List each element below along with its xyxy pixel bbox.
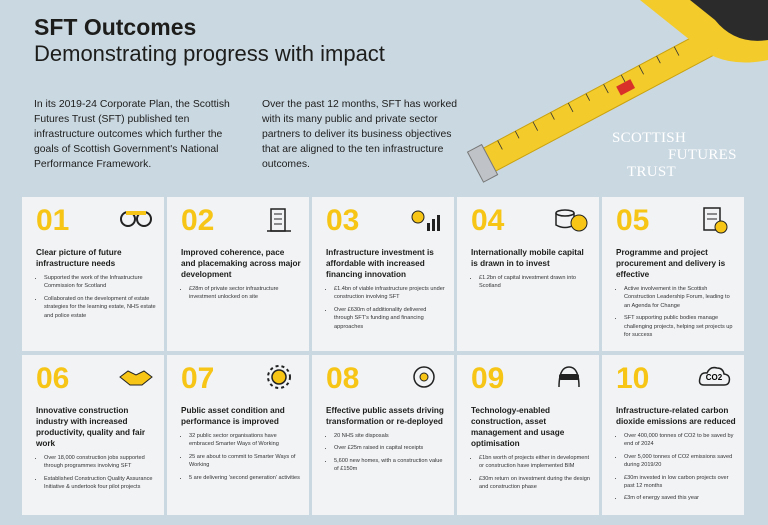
bullet-list: Supported the work of the Infrastructure… bbox=[36, 274, 156, 320]
bullet-list: Over 400,000 tonnes of CO2 to be saved b… bbox=[616, 432, 736, 503]
outcome-title: Programme and project procurement and de… bbox=[616, 248, 726, 279]
outcome-title: Innovative construction industry with in… bbox=[36, 406, 146, 448]
bullet: Over £25m raised in capital receipts bbox=[334, 444, 446, 452]
bullet-list: £28m of private sector infrastructure in… bbox=[181, 285, 301, 302]
outcome-icon bbox=[558, 366, 580, 388]
outcome-number: 10 bbox=[616, 362, 650, 395]
bullet: Over 400,000 tonnes of CO2 to be saved b… bbox=[624, 432, 736, 449]
intro-left: In its 2019-24 Corporate Plan, the Scott… bbox=[34, 99, 230, 170]
bullet-list: £1.2bn of capital investment drawn into … bbox=[471, 274, 591, 291]
outcome-title: Effective public assets driving transfor… bbox=[326, 406, 444, 426]
bullet: 32 public sector organisations have embr… bbox=[189, 432, 301, 449]
outcome-icon bbox=[703, 207, 728, 234]
bullet: 25 are about to commit to Smarter Ways o… bbox=[189, 453, 301, 470]
outcome-card: 06 Innovative construction industry with … bbox=[22, 355, 164, 515]
outcome-card: 02 Improved coherence, pace and placemaki… bbox=[167, 197, 309, 351]
outcome-card: 10 CO2 Infrastructure-related carbon dioxi… bbox=[602, 355, 744, 515]
bullet: Active involvement in the Scottish Const… bbox=[624, 285, 736, 310]
bullet-list: 20 NHS site disposals Over £25m raised in… bbox=[326, 432, 446, 474]
bullet: 5,600 new homes, with a construction val… bbox=[334, 457, 446, 474]
subtitle: Demonstrating progress with impact bbox=[34, 41, 385, 66]
bullet: £30m invested in low carbon projects ove… bbox=[624, 474, 736, 491]
outcome-icon bbox=[267, 208, 291, 232]
bullet: Supported the work of the Infrastructure… bbox=[44, 274, 156, 291]
bullet: 20 NHS site disposals bbox=[334, 432, 446, 440]
bullet: Over 18,000 construction jobs supported … bbox=[44, 454, 156, 471]
outcome-icon bbox=[267, 365, 291, 389]
bullet: 5 are delivering 'second generation' act… bbox=[189, 474, 301, 482]
outcome-card: 01 Clear picture of future infrastructure… bbox=[22, 197, 164, 351]
bullet: SFT supporting public bodies manage chal… bbox=[624, 314, 736, 339]
bullet: Collaborated on the development of estat… bbox=[44, 295, 156, 320]
outcome-title: Infrastructure investment is affordable … bbox=[326, 248, 434, 279]
outcome-number: 02 bbox=[181, 204, 215, 237]
bullet: Over £630m of additionality delivered th… bbox=[334, 306, 446, 331]
outcome-card: 09 Technology-enabled construction, asset… bbox=[457, 355, 599, 515]
bullet-list: £1.4bn of viable infrastructure projects… bbox=[326, 285, 446, 331]
bullet-list: £1bn worth of projects either in develop… bbox=[471, 454, 591, 492]
outcome-title: Improved coherence, pace and placemaking… bbox=[181, 248, 301, 279]
intro-right: Over the past 12 months, SFT has worked … bbox=[262, 99, 458, 170]
outcome-icon bbox=[120, 211, 152, 227]
bullet: £3m of energy saved this year bbox=[624, 494, 736, 502]
logo-line: FUTURES bbox=[668, 147, 737, 163]
outcome-title: Public asset condition and performance i… bbox=[181, 406, 285, 426]
outcome-number: 06 bbox=[36, 362, 70, 395]
bullet: £1.2bn of capital investment drawn into … bbox=[479, 274, 591, 291]
bullet: £30m return on investment during the des… bbox=[479, 475, 591, 492]
outcome-card: 04 Internationally mobile capital is draw… bbox=[457, 197, 599, 351]
outcome-number: 08 bbox=[326, 362, 360, 395]
bullet-list: Active involvement in the Scottish Const… bbox=[616, 285, 736, 339]
outcome-number: 07 bbox=[181, 362, 215, 395]
outcome-icon bbox=[119, 370, 153, 386]
outcome-card: 03 Infrastructure investment is affordabl… bbox=[312, 197, 454, 351]
bullet: £1.4bn of viable infrastructure projects… bbox=[334, 285, 446, 302]
outcome-icon: CO2 bbox=[698, 366, 731, 386]
logo-line: SCOTTISH bbox=[612, 130, 687, 146]
logo-line: TRUST bbox=[627, 164, 677, 180]
outcome-number: 09 bbox=[471, 362, 505, 395]
icon-label: CO2 bbox=[706, 373, 723, 382]
outcome-number: 01 bbox=[36, 204, 70, 237]
bullet: Over 5,000 tonnes of CO2 emissions saved… bbox=[624, 453, 736, 470]
outcome-icon bbox=[411, 210, 440, 231]
tape-measure bbox=[466, 0, 768, 183]
outcome-icon bbox=[555, 209, 588, 232]
outcome-card: 07 Public asset condition and performance… bbox=[167, 355, 309, 515]
bullet-list: 32 public sector organisations have embr… bbox=[181, 432, 301, 482]
outcome-number: 03 bbox=[326, 204, 360, 237]
outcome-icon bbox=[413, 366, 435, 388]
bullet: Established Construction Quality Assuran… bbox=[44, 475, 156, 492]
outcome-card: 08 Effective public assets driving transf… bbox=[312, 355, 454, 515]
title: SFT Outcomes bbox=[34, 14, 197, 40]
bullet-list: Over 18,000 construction jobs supported … bbox=[36, 454, 156, 492]
outcome-title: Infrastructure-related carbon dioxide em… bbox=[616, 406, 736, 426]
outcome-title: Technology-enabled construction, asset m… bbox=[471, 406, 565, 448]
outcome-card: 05 Programme and project procurement and … bbox=[602, 197, 744, 351]
outcome-number: 04 bbox=[471, 204, 505, 237]
outcome-number: 05 bbox=[616, 204, 650, 237]
outcome-title: Clear picture of future infrastructure n… bbox=[36, 248, 122, 268]
bullet: £28m of private sector infrastructure in… bbox=[189, 285, 301, 302]
bullet: £1bn worth of projects either in develop… bbox=[479, 454, 591, 471]
outcome-title: Internationally mobile capital is drawn … bbox=[471, 248, 584, 268]
